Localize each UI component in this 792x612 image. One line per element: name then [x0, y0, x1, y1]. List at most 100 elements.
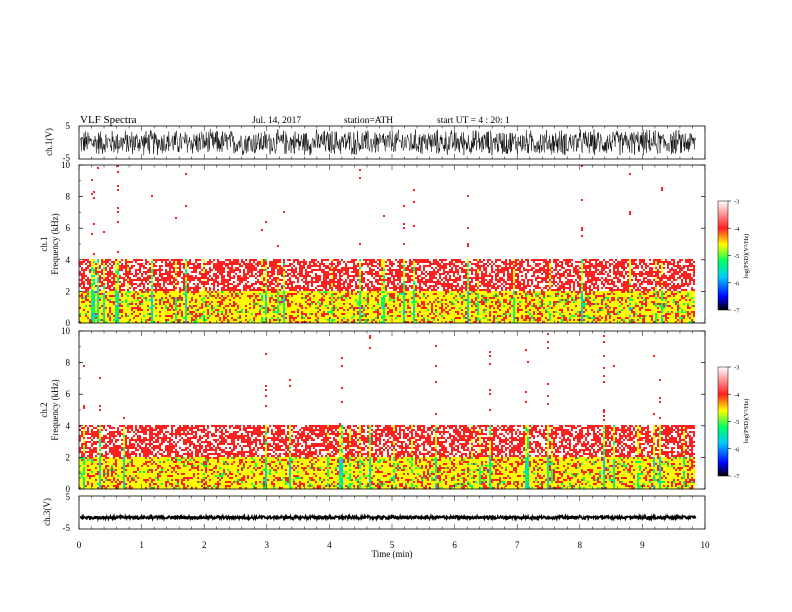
spectrogram-cell: [559, 281, 561, 283]
spectrogram-cell: [679, 265, 681, 267]
spectrogram-cell: [93, 299, 95, 301]
spectrogram-cell: [643, 279, 645, 281]
spectrogram-cell: [379, 293, 381, 295]
spectrogram-cell: [499, 269, 501, 271]
spectrogram-cell: [411, 297, 413, 299]
spectrogram-cell: [227, 281, 229, 283]
spectrogram-cell: [265, 289, 267, 291]
spectrogram-cell: [183, 281, 185, 283]
spectrogram-cell: [213, 293, 215, 295]
spectrogram-cell: [139, 267, 141, 269]
spectrogram-cell: [93, 277, 95, 279]
spectrogram-cell: [143, 287, 145, 289]
spectrogram-cell: [95, 269, 97, 271]
spectrogram-cell: [547, 267, 549, 269]
spectrogram-cell: [175, 297, 177, 299]
spectrogram-cell: [459, 261, 461, 263]
spectrogram-cell: [277, 265, 279, 267]
spectrogram-cell: [389, 279, 391, 281]
spectrogram-cell: [627, 283, 629, 285]
spectrogram-cell: [399, 259, 401, 261]
spectrogram-cell: [449, 287, 451, 289]
spectrogram-cell: [425, 265, 427, 267]
spectrogram-cell: [209, 269, 211, 271]
spectrogram-cell: [307, 287, 309, 289]
spectrogram-cell: [191, 287, 193, 289]
spectrogram-cell: [543, 259, 545, 261]
spectrogram-cell: [673, 287, 675, 289]
spectrogram-cell: [421, 281, 423, 283]
spectrogram-cell: [411, 271, 413, 273]
spectrogram-cell: [509, 259, 511, 261]
spectrogram-cell: [591, 297, 593, 299]
spectrogram-cell: [343, 285, 345, 287]
spectrogram-cell: [647, 283, 649, 285]
spectrogram-cell: [371, 297, 373, 299]
spectrogram-cell: [281, 291, 283, 293]
spectrogram-cell: [651, 297, 653, 299]
spectrogram-cell: [455, 287, 457, 289]
spectrogram-cell: [325, 295, 327, 297]
spectrogram-cell: [181, 281, 183, 283]
spectrogram-cell: [455, 265, 457, 267]
spectrogram-cell: [481, 271, 483, 273]
spectrogram-cell: [415, 287, 417, 289]
spectrogram-cell: [365, 263, 367, 265]
spectrogram-cell: [579, 293, 581, 295]
spectrogram-cell: [121, 289, 123, 291]
spectrogram-cell: [425, 281, 427, 283]
spectrogram-cell: [245, 297, 247, 299]
spectrogram-cell: [147, 291, 149, 293]
spectrogram-cell: [141, 275, 143, 277]
spectrogram-cell: [543, 297, 545, 299]
spectrogram-cell: [665, 283, 667, 285]
spectrogram-cell: [233, 259, 235, 261]
spectrogram-cell: [255, 273, 257, 275]
spectrogram-cell: [619, 299, 621, 301]
spectrogram-cell: [523, 289, 525, 291]
spectrogram-cell: [137, 279, 139, 281]
spectrogram-cell: [523, 261, 525, 263]
spectrogram-cell: [301, 265, 303, 267]
spectrogram-cell: [127, 271, 129, 273]
spectrogram-cell: [215, 291, 217, 293]
spectrogram-cell: [541, 259, 543, 261]
spectrogram-cell: [441, 273, 443, 275]
spectrogram-cell: [83, 283, 85, 285]
spectrogram-cell: [297, 295, 299, 297]
spectrogram-cell: [139, 269, 141, 271]
spectrogram-cell: [99, 267, 101, 269]
spectrogram-cell: [683, 265, 685, 267]
spectrogram-cell: [315, 287, 317, 289]
spectrogram-cell: [79, 283, 81, 285]
spectrogram-cell: [227, 289, 229, 291]
spectrogram-cell: [533, 267, 535, 269]
spectrogram-cell: [669, 283, 671, 285]
spectrogram-cell: [193, 295, 195, 297]
spectrogram-cell: [229, 259, 231, 261]
spectrogram-cell: [655, 271, 657, 273]
spectrogram-cell: [693, 269, 695, 271]
spectrogram-cell: [89, 287, 91, 289]
spectrogram-cell: [195, 265, 197, 267]
spectrogram-cell: [571, 299, 573, 301]
spectrogram-cell: [135, 269, 137, 271]
spectrogram-cell: [589, 273, 591, 275]
spectrogram-cell: [167, 283, 169, 285]
spectrogram-cell: [133, 279, 135, 281]
spectrogram-cell: [477, 261, 479, 263]
spectrogram-cell: [453, 271, 455, 273]
spectrogram-cell: [339, 295, 341, 297]
spectrogram-cell: [145, 281, 147, 283]
spectrogram-cell: [159, 287, 161, 289]
spectrogram-cell: [443, 295, 445, 297]
spectrogram-cell: [309, 267, 311, 269]
spectrogram-cell: [317, 297, 319, 299]
spectrogram-cell: [133, 291, 135, 293]
spectrogram-cell: [557, 271, 559, 273]
spectrogram-cell: [287, 291, 289, 293]
spectrogram-cell: [297, 279, 299, 281]
spectrogram-cell: [355, 283, 357, 285]
spectrogram-cell: [497, 269, 499, 271]
spectrogram-cell: [593, 299, 595, 301]
